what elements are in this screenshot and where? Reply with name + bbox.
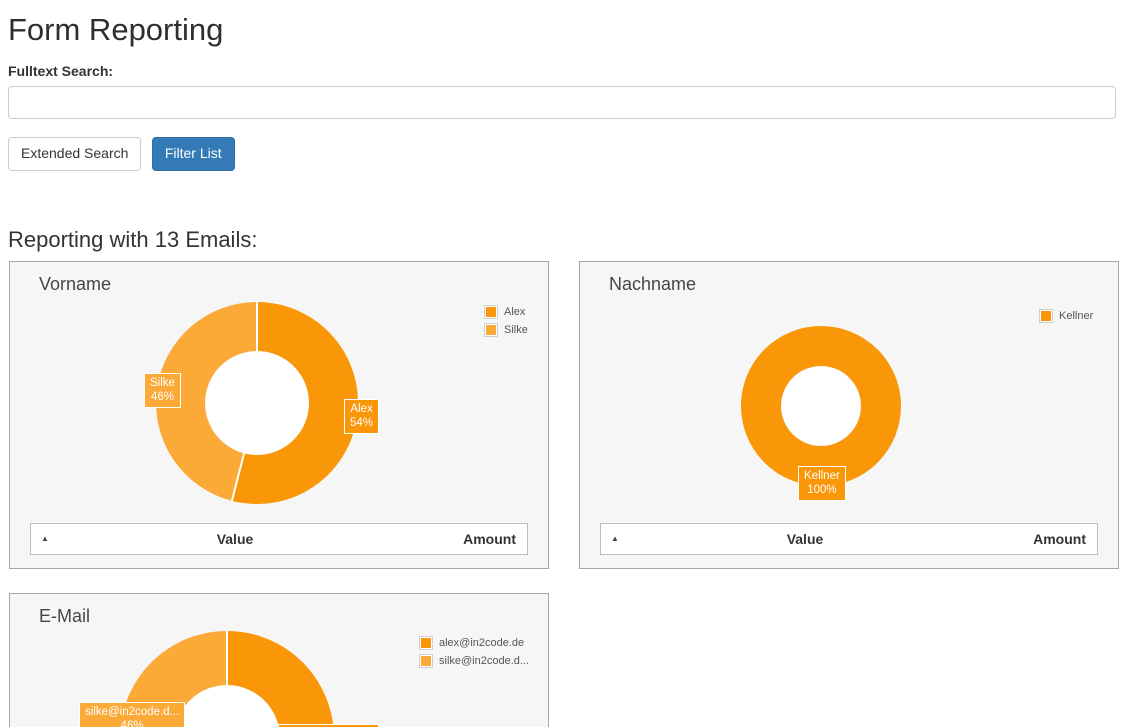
panel-title-email: E-Mail bbox=[39, 605, 91, 626]
legend-swatch-icon bbox=[1039, 308, 1053, 323]
sort-caret-icon[interactable]: ▲ bbox=[41, 534, 49, 544]
table-header-amount[interactable]: Amount bbox=[1033, 530, 1086, 547]
slice-label-silke-email: silke@in2code.d... 46% bbox=[79, 701, 186, 727]
page-title: Form Reporting bbox=[8, 12, 224, 47]
legend-item-alex-email[interactable]: alex@in2code.de bbox=[419, 635, 529, 650]
filter-list-button[interactable]: Filter List bbox=[151, 137, 235, 171]
legend-swatch-icon bbox=[484, 304, 498, 319]
donut-chart-vorname[interactable] bbox=[10, 262, 550, 568]
slice-label-name: Silke bbox=[150, 376, 175, 389]
chart-legend-email: alex@in2code.de silke@in2code.d... bbox=[419, 635, 530, 672]
legend-item-alex[interactable]: Alex bbox=[484, 304, 528, 319]
slice-label-kellner: Kellner 100% bbox=[798, 465, 846, 501]
table-header-value[interactable]: Value bbox=[786, 530, 824, 547]
extended-search-button[interactable]: Extended Search bbox=[8, 137, 142, 171]
legend-label: silke@in2code.d... bbox=[439, 654, 530, 667]
panel-title-vorname: Vorname bbox=[39, 273, 112, 294]
legend-item-silke-email[interactable]: silke@in2code.d... bbox=[419, 653, 530, 668]
charts-grid: Vorname Alex Silke Silke 46% Alex 54% ▲ … bbox=[9, 260, 1119, 727]
slice-label-name: Alex bbox=[350, 402, 373, 415]
chart-legend-vorname: Alex Silke bbox=[484, 304, 528, 341]
chart-panel-vorname: Vorname Alex Silke Silke 46% Alex 54% ▲ … bbox=[9, 260, 550, 569]
legend-swatch-icon bbox=[419, 635, 433, 650]
legend-label: Kellner bbox=[1059, 309, 1094, 322]
table-header-amount[interactable]: Amount bbox=[463, 530, 516, 547]
table-header-value[interactable]: Value bbox=[216, 530, 254, 547]
legend-swatch-icon bbox=[419, 653, 433, 668]
slice-label-percent: 46% bbox=[150, 391, 174, 404]
chart-table-header: ▲ Value Amount bbox=[600, 522, 1098, 555]
slice-label-name: silke@in2code.d... bbox=[85, 705, 180, 718]
slice-label-percent: 100% bbox=[807, 484, 837, 497]
legend-item-silke[interactable]: Silke bbox=[484, 322, 528, 337]
chart-panel-nachname: Nachname Kellner Kellner 100% ▲ Value Am… bbox=[579, 260, 1119, 569]
legend-swatch-icon bbox=[484, 322, 498, 337]
legend-label: alex@in2code.de bbox=[439, 636, 525, 649]
legend-item-kellner[interactable]: Kellner bbox=[1039, 308, 1094, 323]
chart-panel-email: E-Mail alex@in2code.de silke@in2code.d..… bbox=[9, 592, 549, 727]
fulltext-search-label: Fulltext Search: bbox=[8, 63, 114, 79]
slice-label-silke: Silke 46% bbox=[144, 372, 181, 408]
chart-table-header: ▲ Value Amount bbox=[30, 522, 528, 555]
section-heading: Reporting with 13 Emails: bbox=[8, 226, 258, 252]
chart-legend-nachname: Kellner bbox=[1039, 308, 1094, 327]
slice-label-percent: 54% bbox=[350, 417, 374, 430]
slice-label-alex: Alex 54% bbox=[344, 398, 380, 434]
button-row: Extended Search Filter List bbox=[8, 137, 1117, 171]
panel-title-nachname: Nachname bbox=[609, 273, 697, 294]
slice-label-percent: 46% bbox=[120, 720, 144, 727]
legend-label: Alex bbox=[504, 305, 526, 318]
fulltext-search-input[interactable] bbox=[8, 86, 1116, 119]
slice-label-name: Kellner bbox=[804, 469, 840, 482]
slice-label-alex-email: alex@in2code.de 54% bbox=[278, 723, 380, 727]
legend-label: Silke bbox=[504, 323, 528, 336]
sort-caret-icon[interactable]: ▲ bbox=[611, 534, 619, 544]
